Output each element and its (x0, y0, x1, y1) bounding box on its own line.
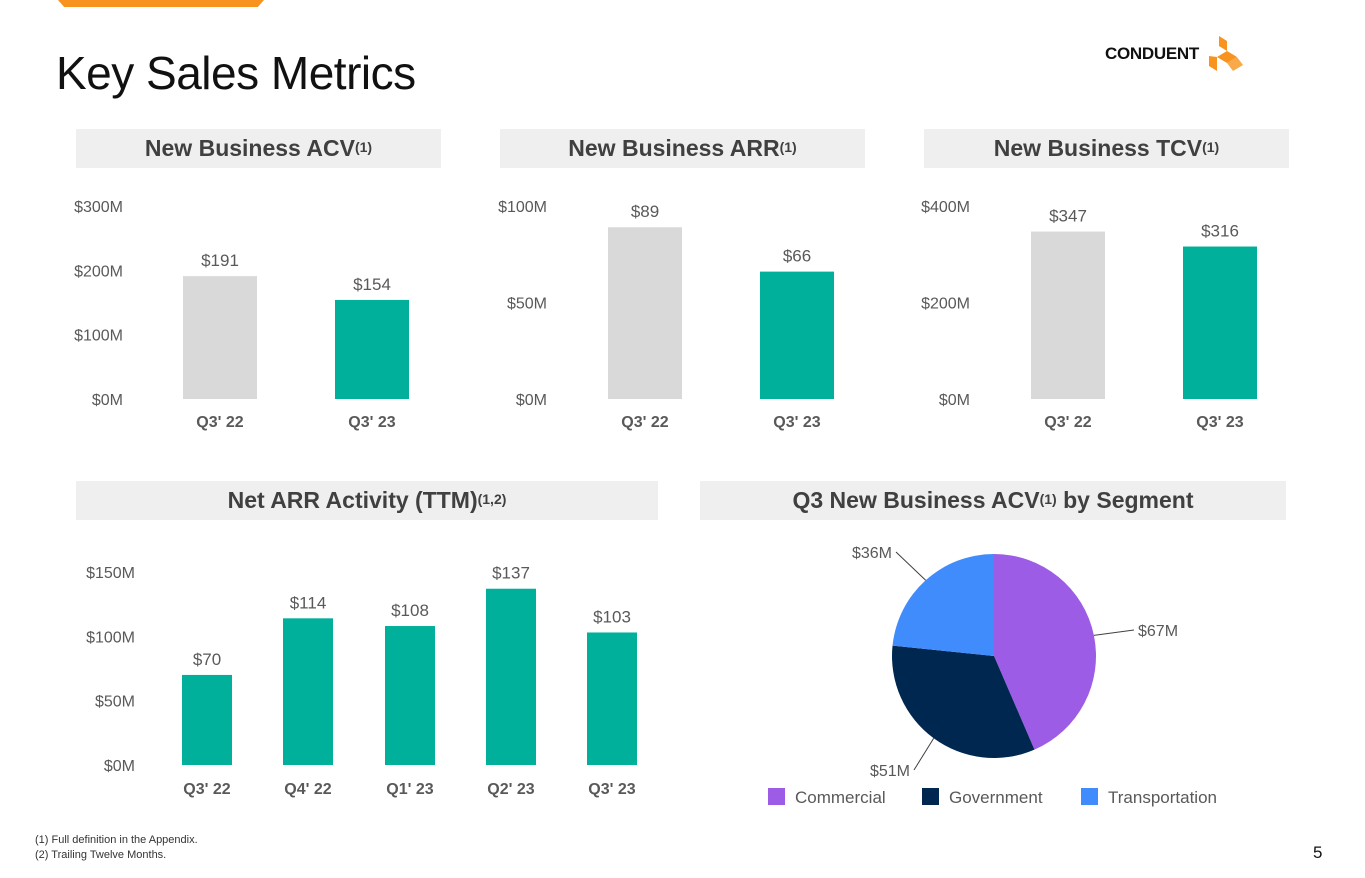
net_arr-bar (486, 588, 536, 765)
arr-data-label: $66 (783, 247, 811, 266)
pie-slice-commercial (994, 554, 1096, 750)
pie-slice-label: $51M (870, 763, 910, 780)
arr-header: New Business ARR (1) (500, 129, 865, 168)
tcv-category-label: Q3' 22 (1044, 414, 1091, 431)
net_arr-y-tick-label: $0M (104, 758, 135, 775)
page-title: Key Sales Metrics (56, 47, 416, 99)
legend-label-government: Government (949, 788, 1043, 807)
top-accent-bar (58, 0, 264, 7)
legend-label-transportation: Transportation (1108, 788, 1217, 807)
acv-category-label: Q3' 23 (348, 414, 395, 431)
net_arr-bar (283, 618, 333, 765)
arr-bar (608, 227, 682, 399)
conduent-logo: CONDUENT (1105, 34, 1255, 74)
arr-bar-chart: $0M $50M $100M $89 Q3' 22 $66 Q3' 23 (498, 199, 834, 431)
segment-pie-chart: $67M $51M $36M Commercial Government Transpor… (768, 545, 1217, 807)
net_arr-data-label: $70 (193, 650, 221, 669)
legend-swatch-transportation (1081, 788, 1098, 805)
net-arr-header-label: Net ARR Activity (TTM) (227, 487, 478, 513)
arr-header-label: New Business ARR (568, 135, 780, 161)
acv-bar (183, 276, 257, 399)
tcv-bar-chart: $0M $200M $400M $347 Q3' 22 $316 Q3' 23 (921, 199, 1257, 431)
segment-header-label-post: by Segment (1056, 487, 1194, 513)
tcv-header: New Business TCV (1) (924, 129, 1289, 168)
footnote-2: (2) Trailing Twelve Months. (35, 849, 167, 861)
acv-y-tick-label: $0M (92, 392, 123, 409)
page-number: 5 (1313, 843, 1323, 862)
logo-mark-icon (1208, 36, 1243, 71)
net_arr-category-label: Q2' 23 (487, 781, 534, 798)
tcv-header-label: New Business TCV (993, 135, 1203, 161)
acv-y-tick-label: $100M (74, 328, 123, 345)
net_arr-category-label: Q3' 22 (183, 781, 230, 798)
net_arr-data-label: $114 (290, 593, 327, 612)
net_arr-y-tick-label: $100M (86, 629, 135, 646)
tcv-y-tick-label: $0M (939, 392, 970, 409)
acv-bar (335, 299, 409, 399)
acv-header: New Business ACV (1) (76, 129, 441, 168)
legend-swatch-commercial (768, 788, 785, 805)
net_arr-category-label: Q3' 23 (588, 781, 635, 798)
pie-leader-line (895, 551, 926, 581)
acv-data-label: $154 (353, 275, 391, 294)
acv-y-tick-label: $200M (74, 263, 123, 280)
pie-slice-label: $67M (1138, 623, 1178, 640)
net_arr-y-tick-label: $50M (95, 694, 135, 711)
pie-slice-government (892, 645, 1035, 758)
tcv-y-tick-label: $400M (921, 199, 970, 216)
net_arr-data-label: $137 (492, 564, 530, 583)
net-arr-bar-chart: $0M $50M $100M $150M $70 Q3' 22 $114 Q4' 22 $108… (86, 564, 637, 798)
segment-header-label-pre: Q3 New Business ACV (792, 487, 1040, 513)
acv-header-label: New Business ACV (144, 135, 355, 161)
acv-header-footnote: (1) (354, 138, 373, 155)
tcv-category-label: Q3' 23 (1196, 414, 1243, 431)
pie-leader-line (1093, 629, 1135, 636)
net-arr-header-footnote: (1,2) (477, 490, 507, 507)
tcv-header-footnote: (1) (1202, 138, 1220, 155)
acv-bar-chart: $0M $100M $200M $300M $191 Q3' 22 $154 Q3' 23 (74, 199, 409, 431)
acv-data-label: $191 (201, 251, 239, 270)
arr-category-label: Q3' 22 (621, 414, 668, 431)
footnote-1: (1) Full definition in the Appendix. (35, 834, 198, 846)
tcv-y-tick-label: $200M (921, 296, 970, 313)
tcv-bar (1031, 231, 1105, 399)
arr-bar (760, 271, 834, 399)
arr-y-tick-label: $50M (507, 296, 547, 313)
net_arr-y-tick-label: $150M (86, 565, 135, 582)
arr-data-label: $89 (631, 202, 659, 221)
net-arr-header: Net ARR Activity (TTM) (1,2) (76, 481, 658, 520)
pie-slice-label: $36M (852, 545, 892, 562)
net_arr-bar (587, 632, 637, 765)
net_arr-bar (182, 674, 232, 765)
tcv-data-label: $316 (1201, 222, 1239, 241)
logo-wordmark: CONDUENT (1105, 44, 1199, 63)
segment-header-footnote: (1) (1039, 490, 1057, 507)
arr-y-tick-label: $100M (498, 199, 547, 216)
pie-slice-transportation (892, 554, 994, 656)
acv-y-tick-label: $300M (74, 199, 123, 216)
legend-label-commercial: Commercial (795, 788, 886, 807)
tcv-data-label: $347 (1049, 207, 1087, 226)
net_arr-data-label: $108 (391, 601, 429, 620)
segment-header: Q3 New Business ACV (1) by Segment (700, 481, 1286, 520)
arr-y-tick-label: $0M (516, 392, 547, 409)
arr-header-footnote: (1) (779, 138, 797, 155)
net_arr-data-label: $103 (593, 607, 631, 626)
net_arr-category-label: Q1' 23 (386, 781, 433, 798)
footnotes: (1) Full definition in the Appendix. (2)… (35, 833, 198, 863)
arr-category-label: Q3' 23 (773, 414, 820, 431)
pie-leader-line (913, 738, 935, 771)
tcv-bar (1183, 246, 1257, 399)
net_arr-bar (385, 626, 435, 765)
net_arr-category-label: Q4' 22 (284, 781, 331, 798)
legend-swatch-government (922, 788, 939, 805)
acv-category-label: Q3' 22 (196, 414, 243, 431)
